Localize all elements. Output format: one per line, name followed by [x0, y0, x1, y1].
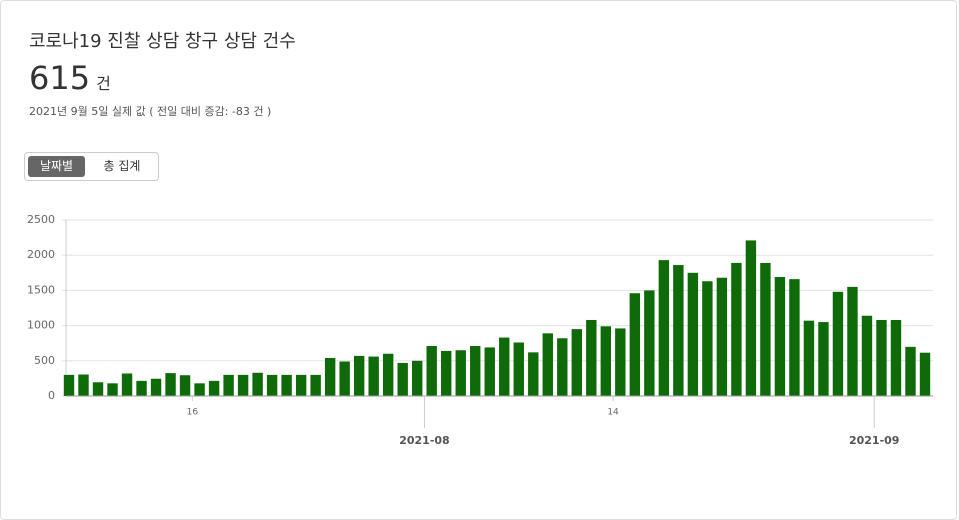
- bar: [208, 380, 220, 396]
- bar: [876, 319, 887, 396]
- y-tick-label: 1000: [27, 319, 55, 332]
- x-tick-label: 16: [187, 408, 199, 418]
- bar: [150, 378, 162, 396]
- bar: [861, 315, 873, 396]
- bar: [179, 375, 191, 396]
- y-tick-label: 1500: [27, 283, 55, 296]
- bar: [571, 329, 582, 396]
- bar: [615, 328, 626, 396]
- toggle-button[interactable]: 총 집계: [103, 159, 141, 173]
- bar: [252, 372, 263, 396]
- bar: [832, 291, 844, 396]
- bar: [673, 265, 684, 396]
- toggle: 날짜별 총 집계: [24, 152, 159, 181]
- bar: [441, 350, 452, 396]
- bar: [586, 319, 597, 396]
- bar: [295, 374, 307, 396]
- bar: [513, 342, 524, 396]
- bar: [847, 286, 858, 396]
- bar: [339, 361, 350, 396]
- bar: [760, 262, 771, 396]
- bar: [484, 347, 495, 396]
- y-tick-label: 0: [48, 389, 55, 402]
- chart: 0 500 1000 1500 2000 2500 16 14 2021-08 2021-09: [27, 213, 933, 447]
- bar: [266, 374, 278, 396]
- bar: [542, 333, 553, 396]
- bar: [281, 374, 292, 396]
- bar: [324, 357, 336, 396]
- current-value: 615 건: [29, 59, 111, 97]
- x-tick-label: 14: [607, 408, 619, 418]
- bar: [818, 322, 829, 396]
- bar: [687, 272, 699, 396]
- x-tick-label-major: 2021-08: [399, 434, 450, 447]
- bar: [78, 374, 89, 396]
- bar: [905, 346, 916, 396]
- bar: [368, 356, 379, 396]
- bar: [121, 373, 133, 396]
- bar: [455, 350, 466, 396]
- bar: [528, 352, 539, 396]
- bar: [658, 260, 670, 396]
- bar: [774, 277, 786, 396]
- x-tick-label-major: 2021-09: [849, 434, 900, 447]
- bar: [470, 346, 481, 396]
- bar: [803, 320, 815, 396]
- bar: [644, 290, 655, 396]
- unit: 건: [96, 74, 111, 93]
- title: 코로나19 진찰 상담 창구 상담 건수: [29, 31, 296, 52]
- bar: [136, 380, 147, 396]
- bar: [557, 338, 568, 396]
- y-tick-label: 2000: [27, 248, 55, 261]
- bar: [919, 352, 931, 396]
- bar: [92, 382, 104, 396]
- y-tick-label: 2500: [27, 213, 55, 226]
- bar: [890, 319, 902, 396]
- bar: [426, 346, 437, 396]
- bar: [107, 383, 118, 396]
- bar: [165, 373, 176, 396]
- bar: [310, 374, 321, 396]
- bar: [412, 360, 423, 396]
- bar: [382, 353, 394, 396]
- bar: [63, 374, 75, 396]
- bar: [789, 279, 800, 396]
- bar: [716, 277, 728, 396]
- subtitle: 2021년 9월 5일 실제 값 ( 전일 대비 증감: -83 건 ): [29, 105, 272, 118]
- y-tick-label: 500: [34, 354, 55, 367]
- bar: [353, 355, 365, 396]
- bar: [745, 240, 757, 396]
- bar: [237, 374, 249, 396]
- bar: [731, 262, 742, 396]
- toggle-button[interactable]: 날짜별: [28, 156, 85, 177]
- bar: [702, 281, 713, 396]
- bar: [600, 326, 612, 396]
- bar: [629, 293, 641, 396]
- bar: [223, 374, 234, 396]
- bar: [194, 383, 205, 396]
- value: 615: [29, 59, 91, 97]
- bar: [499, 337, 510, 396]
- bar: [397, 362, 408, 396]
